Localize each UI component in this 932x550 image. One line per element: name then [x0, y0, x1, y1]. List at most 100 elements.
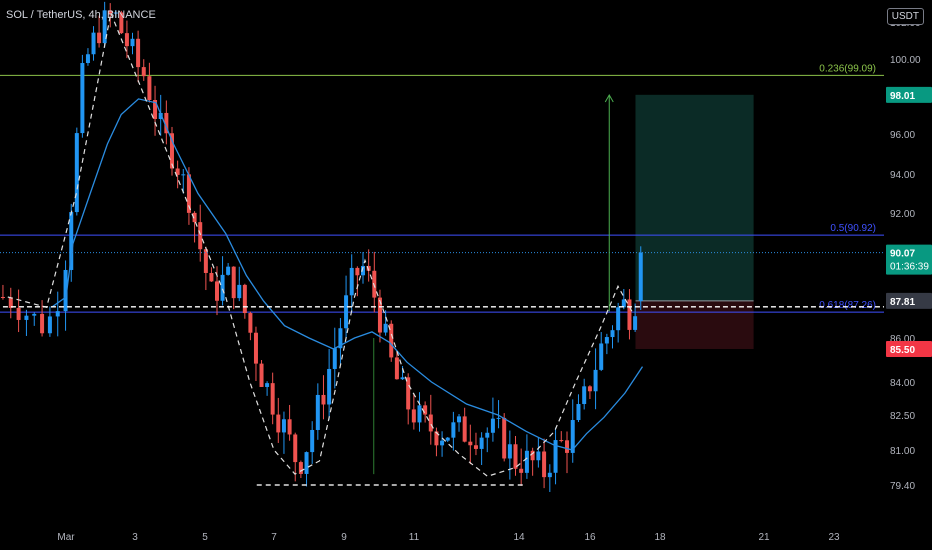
candle	[74, 133, 79, 213]
candle	[361, 265, 366, 276]
candle	[536, 451, 541, 461]
candle	[389, 323, 394, 358]
candle	[63, 269, 68, 312]
candle	[332, 348, 337, 369]
candle	[547, 472, 552, 478]
candle	[627, 299, 632, 330]
symbol-header: SOL / TetherUS, 4h, BINANCE	[6, 9, 156, 21]
candle	[490, 418, 495, 433]
position-zones	[635, 94, 754, 349]
price-badge-countdown: 01:36:39	[890, 262, 929, 273]
candle	[451, 422, 456, 438]
candle	[298, 462, 303, 474]
candle	[633, 316, 638, 330]
price-tick-label: 100.00	[890, 55, 921, 66]
candle	[400, 377, 405, 380]
candle	[175, 168, 180, 175]
target-arrow-head	[604, 93, 614, 103]
candle	[293, 434, 298, 463]
candle	[130, 38, 135, 47]
candle	[164, 112, 169, 134]
pattern-curve	[7, 10, 633, 477]
currency-button[interactable]: USDT	[886, 8, 924, 25]
candle	[565, 440, 570, 453]
time-tick-label: 16	[584, 532, 596, 543]
candle	[423, 405, 428, 415]
candle	[248, 313, 253, 333]
stop-zone	[635, 300, 754, 349]
candles	[0, 1, 643, 492]
moving-average-line	[51, 98, 644, 451]
candle	[124, 33, 129, 47]
candle	[604, 337, 609, 344]
grid-lines: 0.236(99.09) 0.5(90.92) 0.618(87.26)	[0, 63, 884, 313]
time-tick-label: 9	[341, 532, 347, 543]
candle	[270, 383, 275, 415]
candle	[610, 330, 615, 338]
candle	[576, 404, 581, 421]
fib-label: 0.236(99.09)	[819, 63, 876, 74]
time-axis[interactable]: Mar 3 5 7 9 11 14 16 18 21 23	[57, 532, 840, 543]
candle	[524, 450, 529, 473]
candle	[417, 405, 422, 423]
candle	[457, 416, 462, 423]
candle	[394, 357, 399, 380]
candle	[281, 419, 286, 433]
time-tick-label: Mar	[57, 532, 75, 543]
candle	[355, 267, 360, 276]
candle	[287, 419, 292, 435]
candle	[338, 328, 343, 349]
price-tick-label: 81.00	[890, 446, 915, 457]
price-badge	[886, 341, 932, 357]
candle	[80, 63, 85, 134]
candle	[383, 323, 388, 333]
candle	[259, 363, 264, 387]
candle	[141, 67, 146, 77]
candle	[136, 38, 141, 68]
candle	[310, 429, 315, 453]
candle	[542, 451, 547, 478]
candle	[47, 316, 52, 334]
price-tick-label: 86.00	[890, 334, 915, 345]
candle	[24, 315, 29, 320]
candle	[468, 441, 473, 446]
time-tick-label: 23	[828, 532, 840, 543]
time-tick-label: 5	[202, 532, 208, 543]
time-tick-label: 3	[132, 532, 138, 543]
time-tick-label: 7	[271, 532, 277, 543]
candle	[559, 440, 564, 442]
price-tick-label: 79.40	[890, 481, 915, 492]
candle	[519, 468, 524, 473]
candle	[315, 394, 320, 430]
candle	[108, 10, 113, 14]
candle	[102, 10, 107, 44]
time-tick-label: 14	[513, 532, 525, 543]
candle	[203, 249, 208, 273]
candle	[242, 284, 247, 314]
candle	[0, 297, 5, 298]
candle	[158, 112, 163, 120]
price-badge	[886, 86, 932, 103]
price-badge	[886, 292, 932, 309]
price-badge-label: 90.07	[890, 249, 915, 260]
candle	[377, 297, 382, 333]
candle	[434, 431, 439, 446]
price-badge-label: 87.81	[890, 297, 915, 308]
candle	[186, 174, 191, 213]
candle	[587, 386, 592, 392]
candle	[55, 311, 60, 317]
time-tick-label: 11	[409, 532, 420, 543]
candle	[473, 445, 478, 449]
price-badge	[886, 244, 932, 275]
candle	[16, 307, 21, 320]
candle	[253, 332, 258, 364]
candle	[214, 281, 219, 301]
candle	[344, 295, 349, 329]
candle	[582, 386, 587, 405]
price-badges: 98.01 90.07 01:36:39 87.81 85.50	[886, 86, 932, 357]
candle	[502, 417, 507, 459]
candle	[327, 368, 332, 405]
candle	[570, 420, 575, 453]
